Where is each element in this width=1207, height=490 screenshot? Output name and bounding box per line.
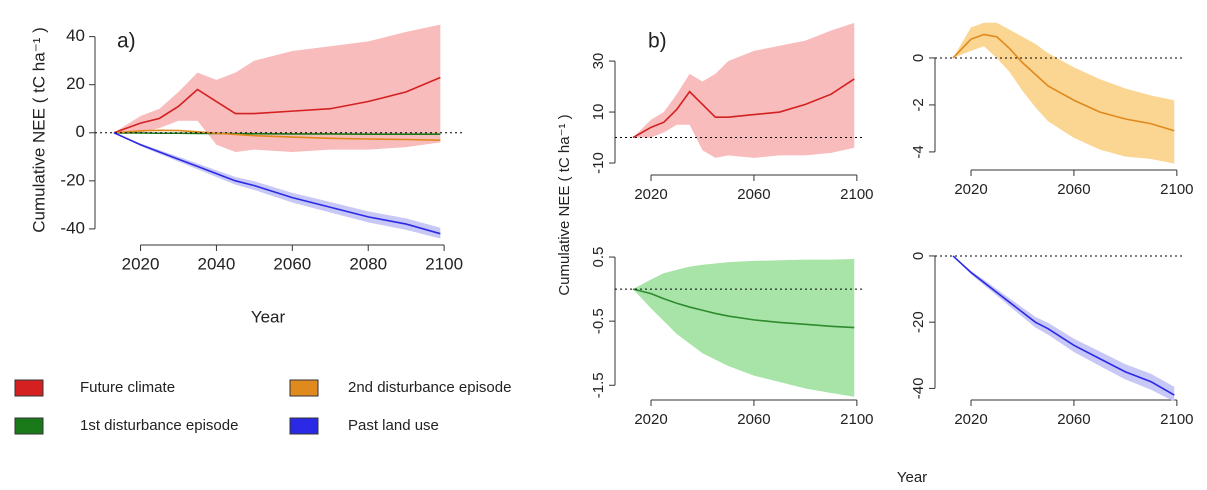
x-tick-label: 2040	[198, 254, 236, 273]
y-tick-label: 30	[590, 53, 607, 70]
x-tick-label: 2080	[349, 254, 387, 273]
uncertainty-band	[953, 255, 1175, 402]
uncertainty-band	[113, 132, 441, 239]
series-line	[632, 288, 855, 329]
y-tick-label: 0.5	[590, 247, 607, 268]
legend-swatch	[289, 417, 319, 435]
y-tick-label: -20	[60, 170, 85, 189]
uncertainty-band	[633, 22, 855, 158]
panel-label: a)	[117, 30, 136, 53]
x-axis-label: Year	[897, 469, 927, 486]
series-line	[952, 33, 1175, 132]
uncertainty-band	[113, 24, 441, 152]
y-tick-label: -0.5	[590, 308, 607, 334]
legend-label: Future climate	[80, 379, 175, 396]
y-tick-label: -4	[910, 145, 927, 158]
y-axis-label: Cumulative NEE ( tC ha⁻¹ )	[556, 114, 573, 295]
x-tick-label: 2020	[634, 411, 667, 428]
x-tick-label: 2060	[1057, 411, 1090, 428]
x-tick-label: 2100	[840, 411, 873, 428]
x-axis-label: Year	[251, 307, 286, 326]
y-tick-label: 0	[910, 252, 927, 260]
legend-swatch	[289, 379, 319, 397]
y-tick-label: -20	[910, 311, 927, 333]
y-tick-label: -10	[590, 152, 607, 174]
y-tick-label: -40	[60, 218, 85, 237]
y-tick-label: -40	[910, 378, 927, 400]
series-line	[113, 129, 441, 142]
x-tick-label: 2020	[954, 411, 987, 428]
y-tick-label: -2	[910, 98, 927, 111]
panel-label: b)	[648, 30, 667, 53]
y-axis-label: Cumulative NEE ( tC ha⁻¹ )	[29, 27, 48, 232]
legend-swatch	[14, 379, 44, 397]
x-tick-label: 2020	[634, 186, 667, 203]
legend-label: Past land use	[348, 417, 439, 434]
y-tick-label: 40	[66, 26, 85, 45]
series-line	[113, 132, 441, 235]
y-tick-label: 10	[590, 104, 607, 121]
x-tick-label: 2100	[840, 186, 873, 203]
x-tick-label: 2060	[737, 411, 770, 428]
uncertainty-band	[953, 22, 1175, 164]
y-tick-label: 0	[910, 54, 927, 62]
x-tick-label: 2060	[737, 186, 770, 203]
y-tick-label: 0	[76, 122, 85, 141]
y-tick-label: 20	[66, 74, 85, 93]
y-tick-label: -1.5	[590, 372, 607, 398]
x-tick-label: 2060	[1057, 181, 1090, 198]
x-tick-label: 2100	[425, 254, 463, 273]
legend-label: 1st disturbance episode	[80, 417, 238, 434]
x-tick-label: 2100	[1160, 411, 1193, 428]
series-line	[952, 255, 1175, 396]
x-tick-label: 2100	[1160, 181, 1193, 198]
legend-label: 2nd disturbance episode	[348, 379, 511, 396]
series-line	[113, 76, 441, 134]
x-tick-label: 2020	[954, 181, 987, 198]
x-tick-label: 2020	[122, 254, 160, 273]
uncertainty-band	[633, 258, 855, 397]
legend-swatch	[14, 417, 44, 435]
series-line	[632, 78, 855, 139]
x-tick-label: 2060	[273, 254, 311, 273]
